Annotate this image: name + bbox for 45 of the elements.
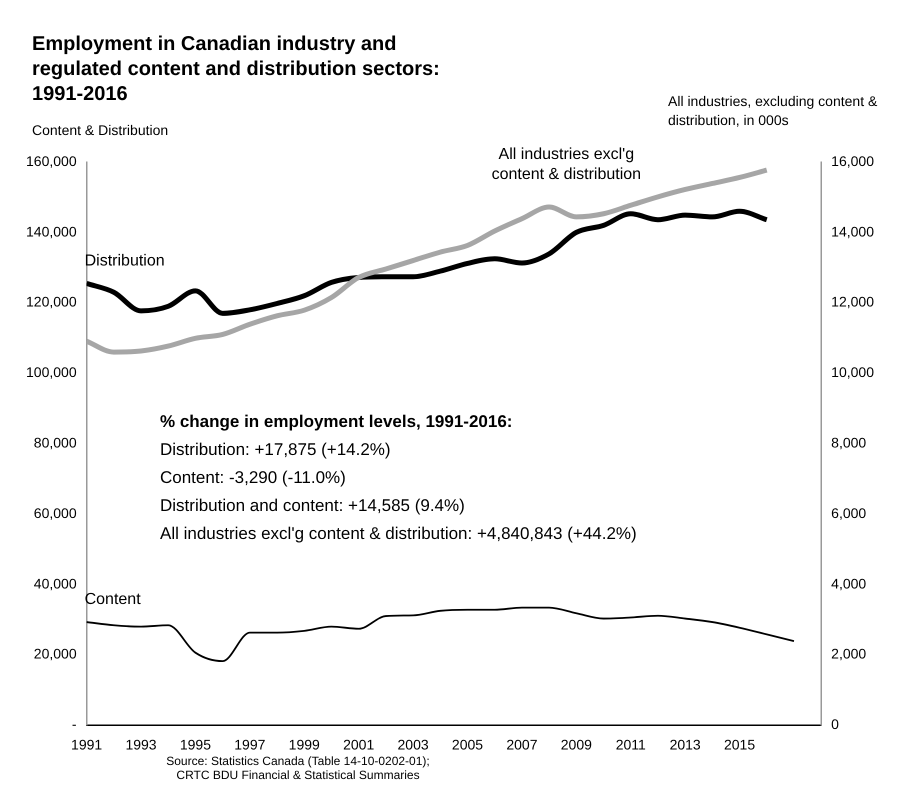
series-label: Distribution	[84, 252, 165, 270]
series-label: Content	[84, 591, 142, 608]
x-tick-label: 2015	[724, 736, 756, 752]
y-tick-label: -	[72, 716, 77, 732]
y-tick-label: 160,000	[26, 152, 77, 169]
line-series	[86, 606, 795, 662]
x-tick-label: 1995	[180, 736, 212, 752]
y-tick-label: 40,000	[34, 575, 77, 592]
series-label: All industries excl'g content & distribution	[492, 146, 642, 183]
x-tick-label: 2013	[670, 736, 701, 752]
x-tick-label: 1997	[234, 736, 266, 752]
y-tick-label: 120,000	[26, 294, 77, 310]
y-tick-label: 100,000	[26, 364, 77, 380]
x-tick-label: 1991	[71, 736, 102, 752]
x-tick-label: 1999	[288, 736, 320, 752]
annotation: Distribution: +17,875 (+14.2%)	[160, 439, 392, 461]
y2-tick-label: 2,000	[831, 646, 866, 662]
y2-tick-label: 14,000	[831, 223, 874, 240]
x-tick-label: 2001	[343, 736, 374, 752]
annotation: Content: -3,290 (-11.0%)	[160, 467, 347, 489]
x-tick-label: 2007	[506, 736, 538, 752]
source-note: Source: Statistics Canada (Table 14-10-0202-01);	[165, 754, 431, 768]
x-tick-label: 2009	[560, 736, 592, 752]
y2-tick-label: 10,000	[831, 364, 874, 380]
y2-tick-label: 4,000	[831, 575, 866, 592]
y-axis-title: Content & Distribution	[32, 122, 168, 138]
x-tick-label: 2011	[616, 736, 646, 752]
annotation: All industries excl'g content & distribution: +4,840,843 (+44.2%)	[160, 523, 637, 545]
annotation: % change in employment levels, 1991-2016:	[160, 411, 514, 433]
y-tick-label: 140,000	[26, 223, 77, 240]
y-tick-label: 80,000	[34, 434, 77, 450]
x-tick-label: 2005	[452, 736, 484, 752]
annotation: Distribution and content: +14,585 (9.4%)	[160, 495, 466, 517]
x-tick-label: 2003	[398, 736, 429, 752]
y2-tick-label: 16,000	[831, 152, 874, 169]
y2-tick-label: 8,000	[831, 434, 866, 450]
y2-tick-label: 0	[831, 716, 840, 732]
y2-axis-title: All industries, excluding content & distribution, in 000s	[668, 92, 878, 130]
y-tick-label: 60,000	[34, 504, 77, 521]
y2-tick-label: 12,000	[831, 294, 874, 310]
chart-title: Employment in Canadian industry and regulated content and distribution sectors: 1991-2016	[32, 32, 441, 107]
text: CRTC BDU Financial & Statistical Summaries	[175, 768, 421, 782]
y2-tick-label: 6,000	[831, 504, 866, 521]
y-tick-label: 20,000	[34, 646, 77, 662]
x-tick-label: 1993	[125, 736, 157, 752]
